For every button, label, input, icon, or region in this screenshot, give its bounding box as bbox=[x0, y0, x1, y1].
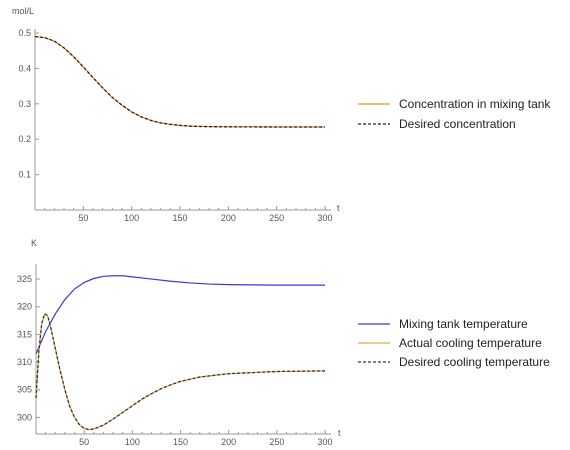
y-tick-label: 320 bbox=[17, 302, 32, 312]
x-tick-label: 300 bbox=[317, 437, 332, 447]
x-axis-label: t bbox=[337, 203, 340, 213]
x-tick-label: 150 bbox=[173, 437, 188, 447]
x-tick-label: 200 bbox=[221, 437, 236, 447]
concentration-chart: mol/L t 50 100 150 200 250 300 0.1 0.2 0.3 0.4 0.5 bbox=[12, 6, 340, 223]
y-tick-label: 310 bbox=[17, 357, 32, 367]
x-tick-label: 300 bbox=[317, 213, 332, 223]
series-line-0-0 bbox=[34, 35, 325, 128]
x-tick-label: 100 bbox=[125, 437, 140, 447]
y-tick-label: 305 bbox=[17, 385, 32, 395]
y-axis-label: mol/L bbox=[12, 6, 34, 16]
y-tick-label: 325 bbox=[17, 274, 32, 284]
x-tick-label: 250 bbox=[269, 213, 284, 223]
legend-label: Desired cooling temperature bbox=[399, 355, 550, 369]
x-tick-label: 50 bbox=[78, 213, 88, 223]
series-line-0-1 bbox=[34, 35, 325, 128]
x-tick-label: 100 bbox=[124, 213, 139, 223]
y-tick-label: 0.3 bbox=[18, 99, 31, 109]
legend-label: Mixing tank temperature bbox=[399, 317, 528, 331]
temperature-legend: Mixing tank temperature Actual cooling te… bbox=[358, 317, 550, 369]
x-axis-label: t bbox=[338, 428, 341, 438]
temperature-chart: Kt 50 100 150 200 250 300 300 305 310 315 320 325 bbox=[17, 238, 341, 447]
y-tick-label: 315 bbox=[17, 329, 32, 339]
legend-label: Actual cooling temperature bbox=[399, 336, 542, 350]
x-tick-label: 150 bbox=[172, 213, 187, 223]
series-line-1-0 bbox=[35, 275, 325, 355]
y-tick-label: 0.4 bbox=[18, 63, 31, 73]
series-line-1-2 bbox=[35, 312, 326, 431]
x-tick-label: 200 bbox=[221, 213, 236, 223]
y-tick-label: 0.5 bbox=[18, 28, 31, 38]
x-tick-label: 250 bbox=[269, 437, 284, 447]
y-tick-label: 0.1 bbox=[18, 170, 31, 180]
concentration-legend: Concentration in mixing tank Desired conc… bbox=[358, 97, 551, 131]
legend-label: Concentration in mixing tank bbox=[399, 97, 551, 111]
series-line-1-1 bbox=[35, 313, 326, 431]
y-tick-label: 300 bbox=[17, 412, 32, 422]
y-tick-label: 0.2 bbox=[18, 134, 31, 144]
y-axis-label: K bbox=[31, 238, 37, 248]
legend-label: Desired concentration bbox=[399, 117, 516, 131]
x-tick-label: 50 bbox=[79, 437, 89, 447]
